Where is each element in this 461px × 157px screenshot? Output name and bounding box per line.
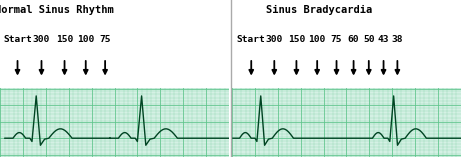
Text: 100: 100 — [77, 35, 95, 44]
Text: 150: 150 — [56, 35, 73, 44]
Text: 75: 75 — [331, 35, 342, 44]
Text: 300: 300 — [266, 35, 283, 44]
Text: Sinus Bradycardia: Sinus Bradycardia — [266, 5, 372, 15]
Text: 75: 75 — [100, 35, 111, 44]
Text: 300: 300 — [33, 35, 50, 44]
Text: Normal Sinus Rhythm: Normal Sinus Rhythm — [0, 5, 114, 15]
Text: Start: Start — [237, 35, 266, 44]
Text: 43: 43 — [378, 35, 389, 44]
Text: 60: 60 — [348, 35, 359, 44]
Text: 50: 50 — [363, 35, 374, 44]
Text: 150: 150 — [288, 35, 305, 44]
Text: 38: 38 — [392, 35, 403, 44]
Text: 100: 100 — [308, 35, 326, 44]
Text: Start: Start — [3, 35, 32, 44]
